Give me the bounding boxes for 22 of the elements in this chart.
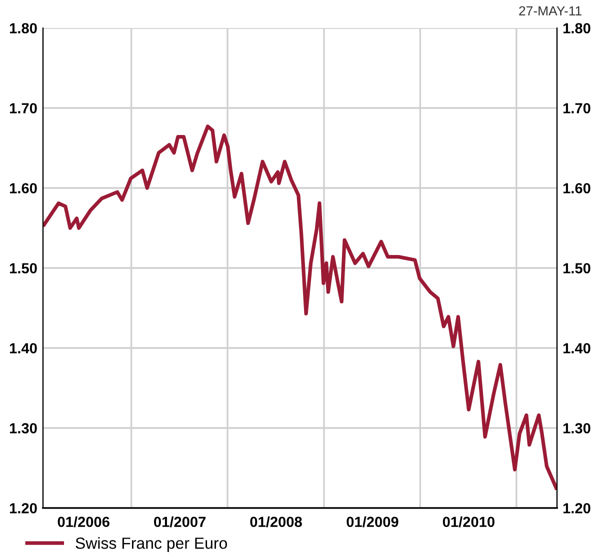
y2-tick-label: 1.60: [563, 183, 590, 194]
y2-tick-label: 1.40: [563, 343, 590, 354]
y2-tick-label: 1.70: [563, 103, 590, 114]
y2-tick-label: 1.30: [563, 423, 590, 434]
legend-label: Swiss Franc per Euro: [76, 537, 227, 552]
x-tick-label: 01/2009: [346, 516, 398, 528]
text: 27-MAY-11: [519, 6, 582, 16]
y-tick-label: 1.20: [10, 503, 37, 514]
x-tick-label: 01/2006: [58, 516, 110, 528]
x-tick-label: 01/2008: [250, 516, 302, 528]
y-tick-label: 1.60: [10, 183, 37, 194]
y-tick-label: 1.70: [10, 103, 37, 114]
y2-tick-label: 1.80: [563, 23, 590, 34]
y-tick-label: 1.80: [10, 23, 37, 34]
y2-tick-label: 1.20: [563, 503, 590, 514]
y-tick-label: 1.40: [10, 343, 37, 354]
x-tick-label: 01/2010: [442, 516, 494, 528]
y2-tick-label: 1.50: [563, 263, 590, 274]
line-series: [43, 124, 557, 490]
y-tick-label: 1.30: [10, 423, 37, 434]
x-tick-label: 01/2007: [154, 516, 206, 528]
y-tick-label: 1.50: [10, 263, 37, 274]
